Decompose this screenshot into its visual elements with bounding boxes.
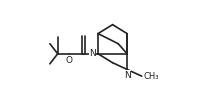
Text: N: N	[89, 49, 95, 58]
Text: O: O	[65, 56, 72, 65]
Text: CH₃: CH₃	[143, 72, 159, 81]
Text: N: N	[123, 71, 130, 80]
